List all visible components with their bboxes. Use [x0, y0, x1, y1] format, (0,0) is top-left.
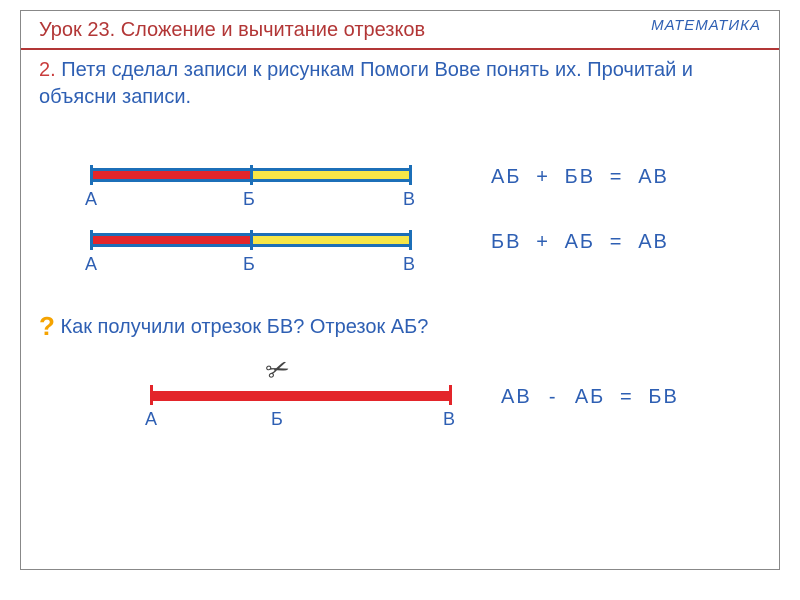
- task-body: Петя сделал записи к рисункам Помоги Вов…: [39, 59, 693, 108]
- tick-b: [250, 165, 253, 185]
- slide-frame: Урок 23. Сложение и вычитание отрезков М…: [20, 10, 780, 570]
- label-b: Б: [271, 409, 283, 430]
- eq2-b: АБ: [565, 231, 595, 253]
- eq2-op: +: [529, 231, 557, 254]
- segment-row-2: А Б В: [91, 236, 411, 244]
- segment-right-fill: [251, 171, 409, 179]
- eq1-b: БВ: [565, 166, 595, 188]
- eq3-b: АБ: [575, 386, 605, 408]
- label-v: В: [443, 409, 455, 430]
- equation-2: БВ + АБ = АВ: [491, 231, 669, 254]
- task-text: 2. Петя сделал записи к рисункам Помоги …: [39, 57, 761, 111]
- segment-red: [151, 391, 451, 401]
- equation-3: АВ - АБ = БВ: [501, 386, 679, 409]
- segment-left-fill: [93, 236, 251, 244]
- eq1-a: АБ: [491, 166, 521, 188]
- subject-label: МАТЕМАТИКА: [651, 17, 761, 34]
- eq1-op: +: [529, 166, 557, 189]
- tick-b: [250, 230, 253, 250]
- eq3-a: АВ: [501, 386, 532, 408]
- label-a: А: [85, 189, 97, 210]
- segment-row-1: А Б В: [91, 171, 411, 179]
- label-a: А: [85, 254, 97, 275]
- lesson-title: Урок 23. Сложение и вычитание отрезков: [39, 19, 425, 41]
- segment-right-fill: [251, 236, 409, 244]
- eq3-op: -: [539, 386, 567, 409]
- label-b: Б: [243, 189, 255, 210]
- eq1-c: АВ: [638, 166, 669, 188]
- label-v: В: [403, 254, 415, 275]
- question-row: ? Как получили отрезок БВ? Отрезок АБ?: [39, 311, 761, 342]
- tick-v: [409, 230, 412, 250]
- equation-1: АБ + БВ = АВ: [491, 166, 669, 189]
- label-v: В: [403, 189, 415, 210]
- question-mark-icon: ?: [39, 311, 55, 341]
- label-a: А: [145, 409, 157, 430]
- task-number: 2.: [39, 59, 56, 81]
- eq3-eq: =: [613, 386, 641, 409]
- scissors-icon: ✂: [261, 350, 294, 389]
- tick-a: [90, 230, 93, 250]
- eq2-a: БВ: [491, 231, 521, 253]
- eq2-c: АВ: [638, 231, 669, 253]
- tick-v: [449, 385, 452, 405]
- tick-a: [150, 385, 153, 405]
- tick-v: [409, 165, 412, 185]
- question-text: Как получили отрезок БВ? Отрезок АБ?: [55, 316, 428, 338]
- eq1-eq: =: [603, 166, 631, 189]
- segment-left-fill: [93, 171, 251, 179]
- eq3-c: БВ: [648, 386, 678, 408]
- label-b: Б: [243, 254, 255, 275]
- segment-row-3: А Б В ✂: [151, 391, 451, 401]
- tick-a: [90, 165, 93, 185]
- header: Урок 23. Сложение и вычитание отрезков М…: [21, 11, 779, 50]
- eq2-eq: =: [603, 231, 631, 254]
